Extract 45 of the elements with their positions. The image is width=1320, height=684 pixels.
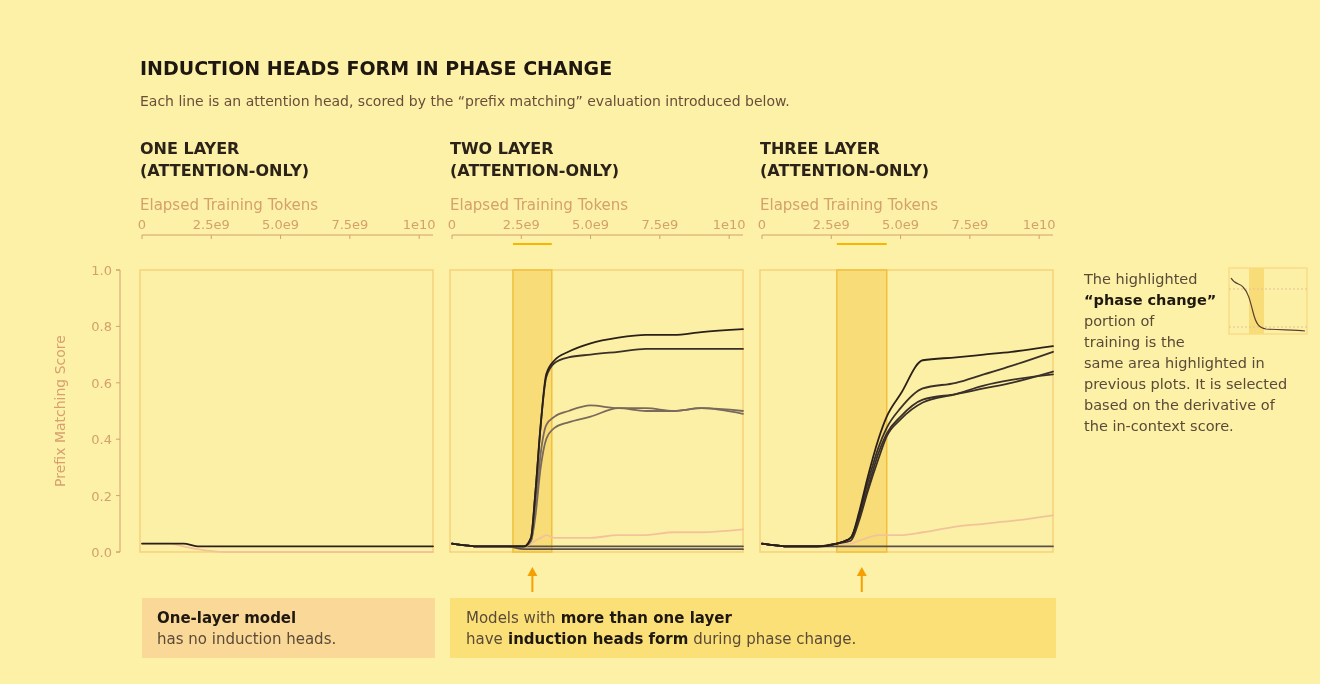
y-tick-label: 1.0: [91, 263, 112, 278]
text: same area highlighted in: [1084, 355, 1265, 371]
x-tick-label: 7.5e9: [641, 217, 679, 232]
x-tick-label: 7.5e9: [331, 217, 369, 232]
text: more than one layer: [555, 609, 733, 627]
text: portion of: [1084, 313, 1156, 329]
y-tick-label: 0.2: [91, 488, 112, 504]
text: previous plots. It is selected: [1084, 376, 1288, 392]
x-tick-label: 1e10: [712, 217, 746, 232]
y-tick-label: 0.0: [91, 545, 112, 560]
x-tick-label: 2.5e9: [502, 217, 540, 232]
chart-title: THREE LAYER (ATTENTION-ONLY): [760, 139, 930, 180]
text: Models with: [466, 609, 556, 627]
x-tick-label: 5.0e9: [572, 217, 610, 232]
text: during phase change.: [688, 630, 857, 648]
x-tick-label: 0: [137, 217, 147, 232]
text: has no induction heads.: [157, 630, 337, 648]
text: induction heads form: [502, 630, 689, 648]
text: based on the derivative of: [1084, 397, 1276, 413]
text: training is the: [1084, 334, 1185, 350]
x-tick-label: 1e10: [402, 217, 436, 232]
text: One-layer model: [157, 609, 297, 627]
chart-title: ONE LAYER (ATTENTION-ONLY): [140, 139, 310, 180]
text: have: [466, 630, 503, 648]
x-tick-label: 5.0e9: [882, 217, 920, 232]
y-tick-label: 0.4: [91, 432, 112, 448]
y-axis-title: Prefix Matching Score: [52, 335, 68, 487]
x-axis-title: Elapsed Training Tokens: [450, 196, 629, 214]
y-tick-label: 0.8: [91, 319, 112, 335]
x-tick-label: 0: [757, 217, 767, 232]
chart-title: TWO LAYER (ATTENTION-ONLY): [450, 139, 620, 180]
x-axis-title: Elapsed Training Tokens: [760, 196, 939, 214]
x-tick-label: 1e10: [1022, 217, 1056, 232]
x-tick-label: 0: [447, 217, 457, 232]
y-tick-label: 0.6: [91, 375, 112, 391]
x-axis-title: Elapsed Training Tokens: [140, 196, 319, 214]
text: INDUCTION HEADS FORM IN PHASE CHANGE: [140, 57, 613, 79]
text: “phase change”: [1084, 292, 1217, 308]
text: The highlighted: [1083, 271, 1198, 287]
x-tick-label: 2.5e9: [192, 217, 230, 232]
x-tick-label: 2.5e9: [812, 217, 850, 232]
x-tick-label: 7.5e9: [951, 217, 989, 232]
text: Each line is an attention head, scored by the “prefix matching” evaluation introduced below.: [140, 93, 790, 109]
x-tick-label: 5.0e9: [262, 217, 300, 232]
text: the in-context score.: [1084, 418, 1234, 434]
